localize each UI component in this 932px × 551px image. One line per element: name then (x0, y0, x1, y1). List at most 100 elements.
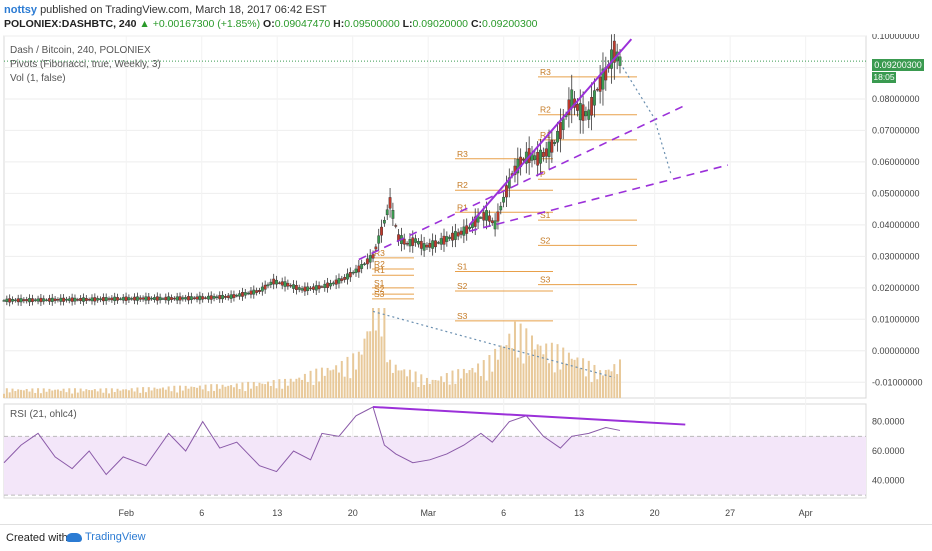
volume-bar (485, 380, 488, 398)
volume-bar (88, 390, 91, 398)
rsi-line (3, 406, 621, 476)
candle-body (408, 239, 412, 247)
candle-body (405, 243, 409, 245)
candle-body (2, 300, 6, 302)
volume-bar (596, 379, 599, 398)
candle-body (391, 210, 395, 219)
volume-bar (599, 370, 602, 398)
axes: 0.100000000.090000000.080000000.07000000… (118, 31, 922, 518)
volume-bar (329, 370, 332, 398)
volume-bar (357, 351, 360, 398)
volume-bar (323, 375, 326, 398)
volume-bar (550, 342, 553, 398)
pivot-label: S3 (374, 289, 385, 299)
upper-trendline (468, 38, 633, 226)
candle-body (36, 298, 40, 302)
volume-bar (548, 363, 551, 398)
volume-bar (502, 346, 505, 398)
legend-main[interactable]: Dash / Bitcoin, 240, POLONIEX (10, 45, 151, 56)
candle-body (326, 282, 330, 288)
volume-bar (22, 390, 25, 398)
candle-body (516, 158, 520, 174)
volume-bar (201, 389, 204, 398)
volume-bar (601, 375, 604, 398)
pivot-label: R1 (540, 130, 551, 140)
high-value: 0.09500000 (344, 18, 400, 30)
candle-body (50, 297, 54, 302)
candle-body (144, 296, 148, 301)
candle-body (453, 231, 457, 240)
price-tick-label: 0.10000000 (872, 31, 920, 41)
volume-bar (99, 388, 102, 398)
open-value: 0.09047470 (274, 18, 331, 30)
volume-bar (346, 356, 349, 398)
candle-body (198, 295, 202, 301)
volume-bar (320, 367, 323, 398)
volume-bar (584, 376, 587, 398)
volume-bar (434, 380, 437, 398)
volume-bar (451, 370, 454, 398)
volume-bar (204, 384, 207, 398)
candle-body (170, 297, 173, 300)
candle-body (90, 297, 94, 302)
candle-body (56, 299, 60, 301)
candle-body (155, 296, 159, 301)
volume-bar (403, 369, 406, 398)
volume-bar (252, 381, 255, 398)
candle-body (218, 295, 222, 300)
candle-body (127, 297, 131, 301)
volume-bar (164, 389, 167, 398)
volume-bar (261, 383, 264, 398)
volume-bar (460, 378, 463, 398)
candle-body (289, 284, 293, 287)
time-tick-label: 13 (574, 508, 584, 518)
volume-bar (247, 381, 250, 398)
candle-body (499, 205, 503, 211)
tradingview-logo[interactable]: TradingView (66, 531, 146, 543)
author-name[interactable]: nottsy (4, 4, 37, 16)
volume-bar (122, 389, 125, 398)
candle-body (133, 296, 136, 301)
candle-body (612, 40, 616, 63)
volume-bar (332, 369, 335, 398)
candle-body (275, 279, 278, 285)
volume-bar (465, 373, 468, 398)
chart-header: nottsy published on TradingView.com, Mar… (0, 0, 932, 34)
volume-bar (230, 385, 233, 398)
candle-body (593, 90, 596, 106)
volume-bar (198, 385, 201, 398)
volume-bar (102, 392, 105, 398)
candle-body (178, 296, 182, 301)
volume-divergence-line (372, 310, 615, 379)
candle-body (348, 272, 352, 278)
candle-body (595, 88, 599, 91)
legend-rsi[interactable]: RSI (21, ohlc4) (10, 409, 77, 420)
candle-body (241, 292, 244, 297)
candle-body (99, 298, 102, 301)
volume-bar (127, 390, 130, 398)
volume-bar (531, 335, 533, 398)
candle-body (229, 294, 233, 299)
low-label: L: (402, 18, 413, 30)
candle-body (382, 219, 386, 224)
volume-bar (391, 372, 394, 398)
candle-body (118, 298, 122, 300)
legend-pivots[interactable]: Pivots (Fibonacci, true, Weekly, 3) (10, 59, 161, 70)
rsi-tick-label: 60.0000 (872, 446, 905, 456)
volume-bar (579, 368, 582, 398)
pivot-label: P (540, 169, 546, 179)
pivot-label: R2 (374, 259, 385, 269)
candle-body (147, 296, 151, 301)
candle-body (110, 297, 114, 301)
candle-body (215, 296, 219, 299)
pivot-label: S2 (374, 284, 385, 294)
candle-body (439, 238, 443, 245)
legend-volume[interactable]: Vol (1, false) (10, 73, 66, 84)
candle-body (320, 286, 324, 288)
candle-body (255, 290, 259, 293)
volume-bar (411, 382, 414, 398)
candle-body (306, 286, 310, 291)
candle-body (346, 273, 349, 280)
